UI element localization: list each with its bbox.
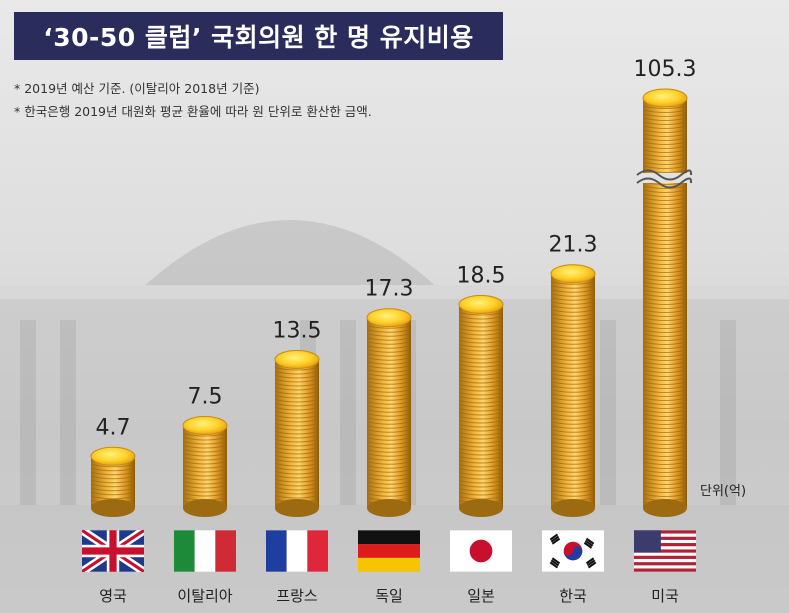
bar-japan <box>458 295 504 517</box>
country-label-uk: 영국 <box>99 587 127 605</box>
bar-top-usa <box>642 88 688 108</box>
uk-flag-icon <box>82 530 144 572</box>
value-label-germany: 17.3 <box>365 277 414 302</box>
axis-break-icon <box>636 169 693 189</box>
bar-top-korea <box>550 264 596 284</box>
value-label-italy: 7.5 <box>188 385 223 410</box>
value-label-korea: 21.3 <box>549 233 598 258</box>
korea-flag-icon <box>542 530 604 572</box>
country-label-korea: 한국 <box>559 587 587 605</box>
bar-top-uk <box>90 446 136 466</box>
bar-top-japan <box>458 295 504 314</box>
value-label-uk: 4.7 <box>96 415 131 440</box>
bar-top-germany <box>366 308 412 328</box>
country-label-usa: 미국 <box>651 587 679 605</box>
value-label-usa: 105.3 <box>634 57 697 82</box>
bar-germany <box>366 308 412 517</box>
france-flag-icon <box>266 530 328 572</box>
country-label-germany: 독일 <box>375 587 403 605</box>
note-1: * 2019년 예산 기준. (이탈리아 2018년 기준) <box>14 81 260 96</box>
unit-label: 단위(억) <box>700 484 747 499</box>
value-label-japan: 18.5 <box>457 264 506 289</box>
chart-title: ‘30-50 클럽’ 국회의원 한 명 유지비용 <box>14 12 503 60</box>
japan-flag-icon <box>450 530 512 572</box>
bar-korea <box>550 264 596 517</box>
country-label-italy: 이탈리아 <box>177 587 233 605</box>
bar-uk <box>90 446 136 517</box>
country-label-france: 프랑스 <box>276 587 318 605</box>
country-label-japan: 일본 <box>467 587 495 605</box>
italy-flag-icon <box>174 530 236 572</box>
bar-top-italy <box>182 416 228 435</box>
usa-flag-icon <box>634 530 696 572</box>
bar-top-france <box>274 350 320 369</box>
bar-usa <box>636 88 693 517</box>
note-2: * 한국은행 2019년 대원화 평균 환율에 따라 원 단위로 환산한 금액. <box>14 104 372 119</box>
bar-italy <box>182 416 228 517</box>
value-label-france: 13.5 <box>273 319 322 344</box>
germany-flag-icon <box>358 530 420 572</box>
bar-france <box>274 350 320 517</box>
